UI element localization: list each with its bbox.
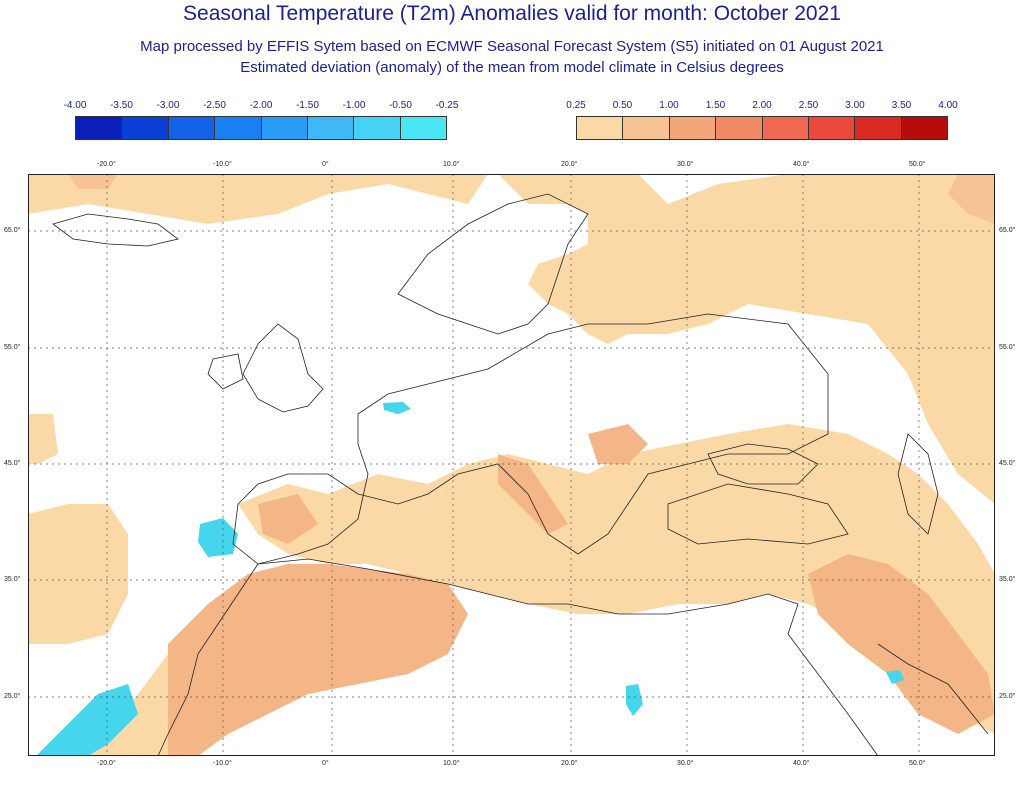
anomaly-area-northwest-africa <box>158 564 468 756</box>
map-subtitle: Map processed by EFFIS Sytem based on EC… <box>140 38 884 55</box>
latitude-label-right: 25.0° <box>999 693 1016 700</box>
legend-tick-label: 0.50 <box>612 100 633 111</box>
legend-tick-label: 3.00 <box>845 100 865 111</box>
legend-swatch <box>716 117 763 139</box>
longitude-label-bottom: 50.0° <box>909 760 926 767</box>
cold-anomaly-belgium <box>383 402 411 414</box>
longitude-label-top: 10.0° <box>443 161 460 168</box>
latitude-label-left: 55.0° <box>4 344 21 351</box>
legend-swatch <box>168 117 216 139</box>
anomaly-area-mediterranean <box>238 424 995 734</box>
cold-anomaly-portugal <box>198 518 238 557</box>
latitude-label-right: 45.0° <box>999 460 1016 467</box>
legend-swatch <box>307 117 355 139</box>
legend-tick-label: -2.00 <box>249 100 273 111</box>
legend-swatch <box>122 117 169 139</box>
legend-swatch <box>261 117 308 139</box>
longitude-label-top: -10.0° <box>213 161 232 168</box>
anomaly-patch-atlantic-north <box>68 174 118 189</box>
coastline-west-africa <box>157 563 259 756</box>
legend-tick-label: -2.50 <box>203 100 226 111</box>
latitude-label-right: 55.0° <box>999 344 1016 351</box>
legend-tick-label: 0.25 <box>566 100 586 111</box>
legend-swatch <box>901 117 947 139</box>
legend-tick-label: 3.50 <box>891 100 912 111</box>
cold-anomaly-egypt <box>626 684 643 716</box>
cold-anomaly-arabia <box>886 670 904 684</box>
legend-swatch <box>215 117 262 139</box>
coastline-black-sea <box>707 443 819 485</box>
longitude-label-top: 40.0° <box>793 161 810 168</box>
legend-swatch <box>577 117 624 139</box>
legend-positive: 0.25 0.50 1.00 1.50 2.00 2.50 3.00 3.50 4.00 <box>566 100 958 140</box>
longitude-label-bottom: 30.0° <box>677 760 694 767</box>
legend-tick-label: 4.00 <box>938 100 958 111</box>
latitude-label-left: 65.0° <box>4 227 21 234</box>
legend-tick-label: 2.00 <box>752 100 772 111</box>
legend-swatch <box>808 117 856 139</box>
longitude-label-top: 30.0° <box>677 161 694 168</box>
coastlines <box>52 193 989 756</box>
longitude-label-bottom: 10.0° <box>443 760 460 767</box>
latitude-label-right: 35.0° <box>999 576 1016 583</box>
coastline-north-africa <box>257 558 799 635</box>
longitude-label-bottom: 20.0° <box>561 760 578 767</box>
legend-swatch <box>762 117 809 139</box>
legend-tick-label: 2.50 <box>798 100 819 111</box>
coastline-iceland <box>52 213 179 247</box>
anomaly-area-atlantic-small <box>28 414 58 464</box>
coastline-great-britain <box>242 323 324 413</box>
gridlines <box>28 174 995 756</box>
latitude-label-left: 45.0° <box>4 460 21 467</box>
map-subtitle-units: Estimated deviation (anomaly) of the mea… <box>240 59 784 76</box>
legend-swatch <box>400 117 446 139</box>
longitude-label-top: -20.0° <box>97 161 116 168</box>
legend-swatch <box>855 117 902 139</box>
map-frame <box>28 174 995 756</box>
anomaly-map <box>28 174 995 756</box>
legend-tick-label: 1.00 <box>659 100 679 111</box>
coastline-caspian <box>897 433 939 535</box>
longitude-label-bottom: 0° <box>322 760 329 767</box>
longitude-label-top: 20.0° <box>561 161 578 168</box>
map-title: Seasonal Temperature (T2m) Anomalies val… <box>183 2 841 25</box>
latitude-label-left: 25.0° <box>4 693 21 700</box>
longitude-label-top: 0° <box>322 161 329 168</box>
legend-tick-label: -1.00 <box>342 100 366 111</box>
longitude-label-bottom: -10.0° <box>213 760 232 767</box>
coastline-ireland <box>207 353 244 390</box>
legend-swatch <box>623 117 670 139</box>
latitude-label-left: 35.0° <box>4 576 21 583</box>
anomaly-area-scandinavia <box>498 174 995 504</box>
legend-tick-label: -3.50 <box>110 100 133 111</box>
latitude-label-right: 65.0° <box>999 227 1016 234</box>
legend-tick-label: -3.00 <box>156 100 180 111</box>
anomaly-patch-iberia <box>258 494 318 544</box>
coastline-turkey <box>667 483 849 545</box>
legend-tick-label: -1.50 <box>296 100 319 111</box>
anomaly-patch-russia <box>948 174 995 224</box>
legend-swatch <box>669 117 717 139</box>
legend-tick-label: 1.50 <box>705 100 726 111</box>
anomaly-area-atlantic <box>28 504 128 644</box>
anomaly-area-north-atlantic <box>28 174 488 224</box>
coastline-scandinavia <box>397 193 589 335</box>
cold-anomaly-canaries <box>38 684 138 756</box>
longitude-label-bottom: 40.0° <box>793 760 810 767</box>
anomaly-area-west-sahara <box>88 654 168 756</box>
anomaly-patch-italy <box>498 454 568 534</box>
legend-tick-label: -0.25 <box>435 100 459 111</box>
longitude-label-top: 50.0° <box>909 161 926 168</box>
legend-swatch <box>354 117 401 139</box>
anomaly-patch-balkans <box>588 424 648 464</box>
legend-swatch <box>76 117 123 139</box>
longitude-label-bottom: -20.0° <box>97 760 116 767</box>
legend-negative: -4.00 -3.50 -3.00 -2.50 -2.00 -1.50 -1.00 -0.50… <box>64 100 458 140</box>
anomaly-area-middle-east <box>808 554 995 734</box>
legend-tick-label: -0.50 <box>389 100 412 111</box>
legend-tick-label: -4.00 <box>63 100 87 111</box>
coastline-persian-gulf <box>877 643 989 735</box>
